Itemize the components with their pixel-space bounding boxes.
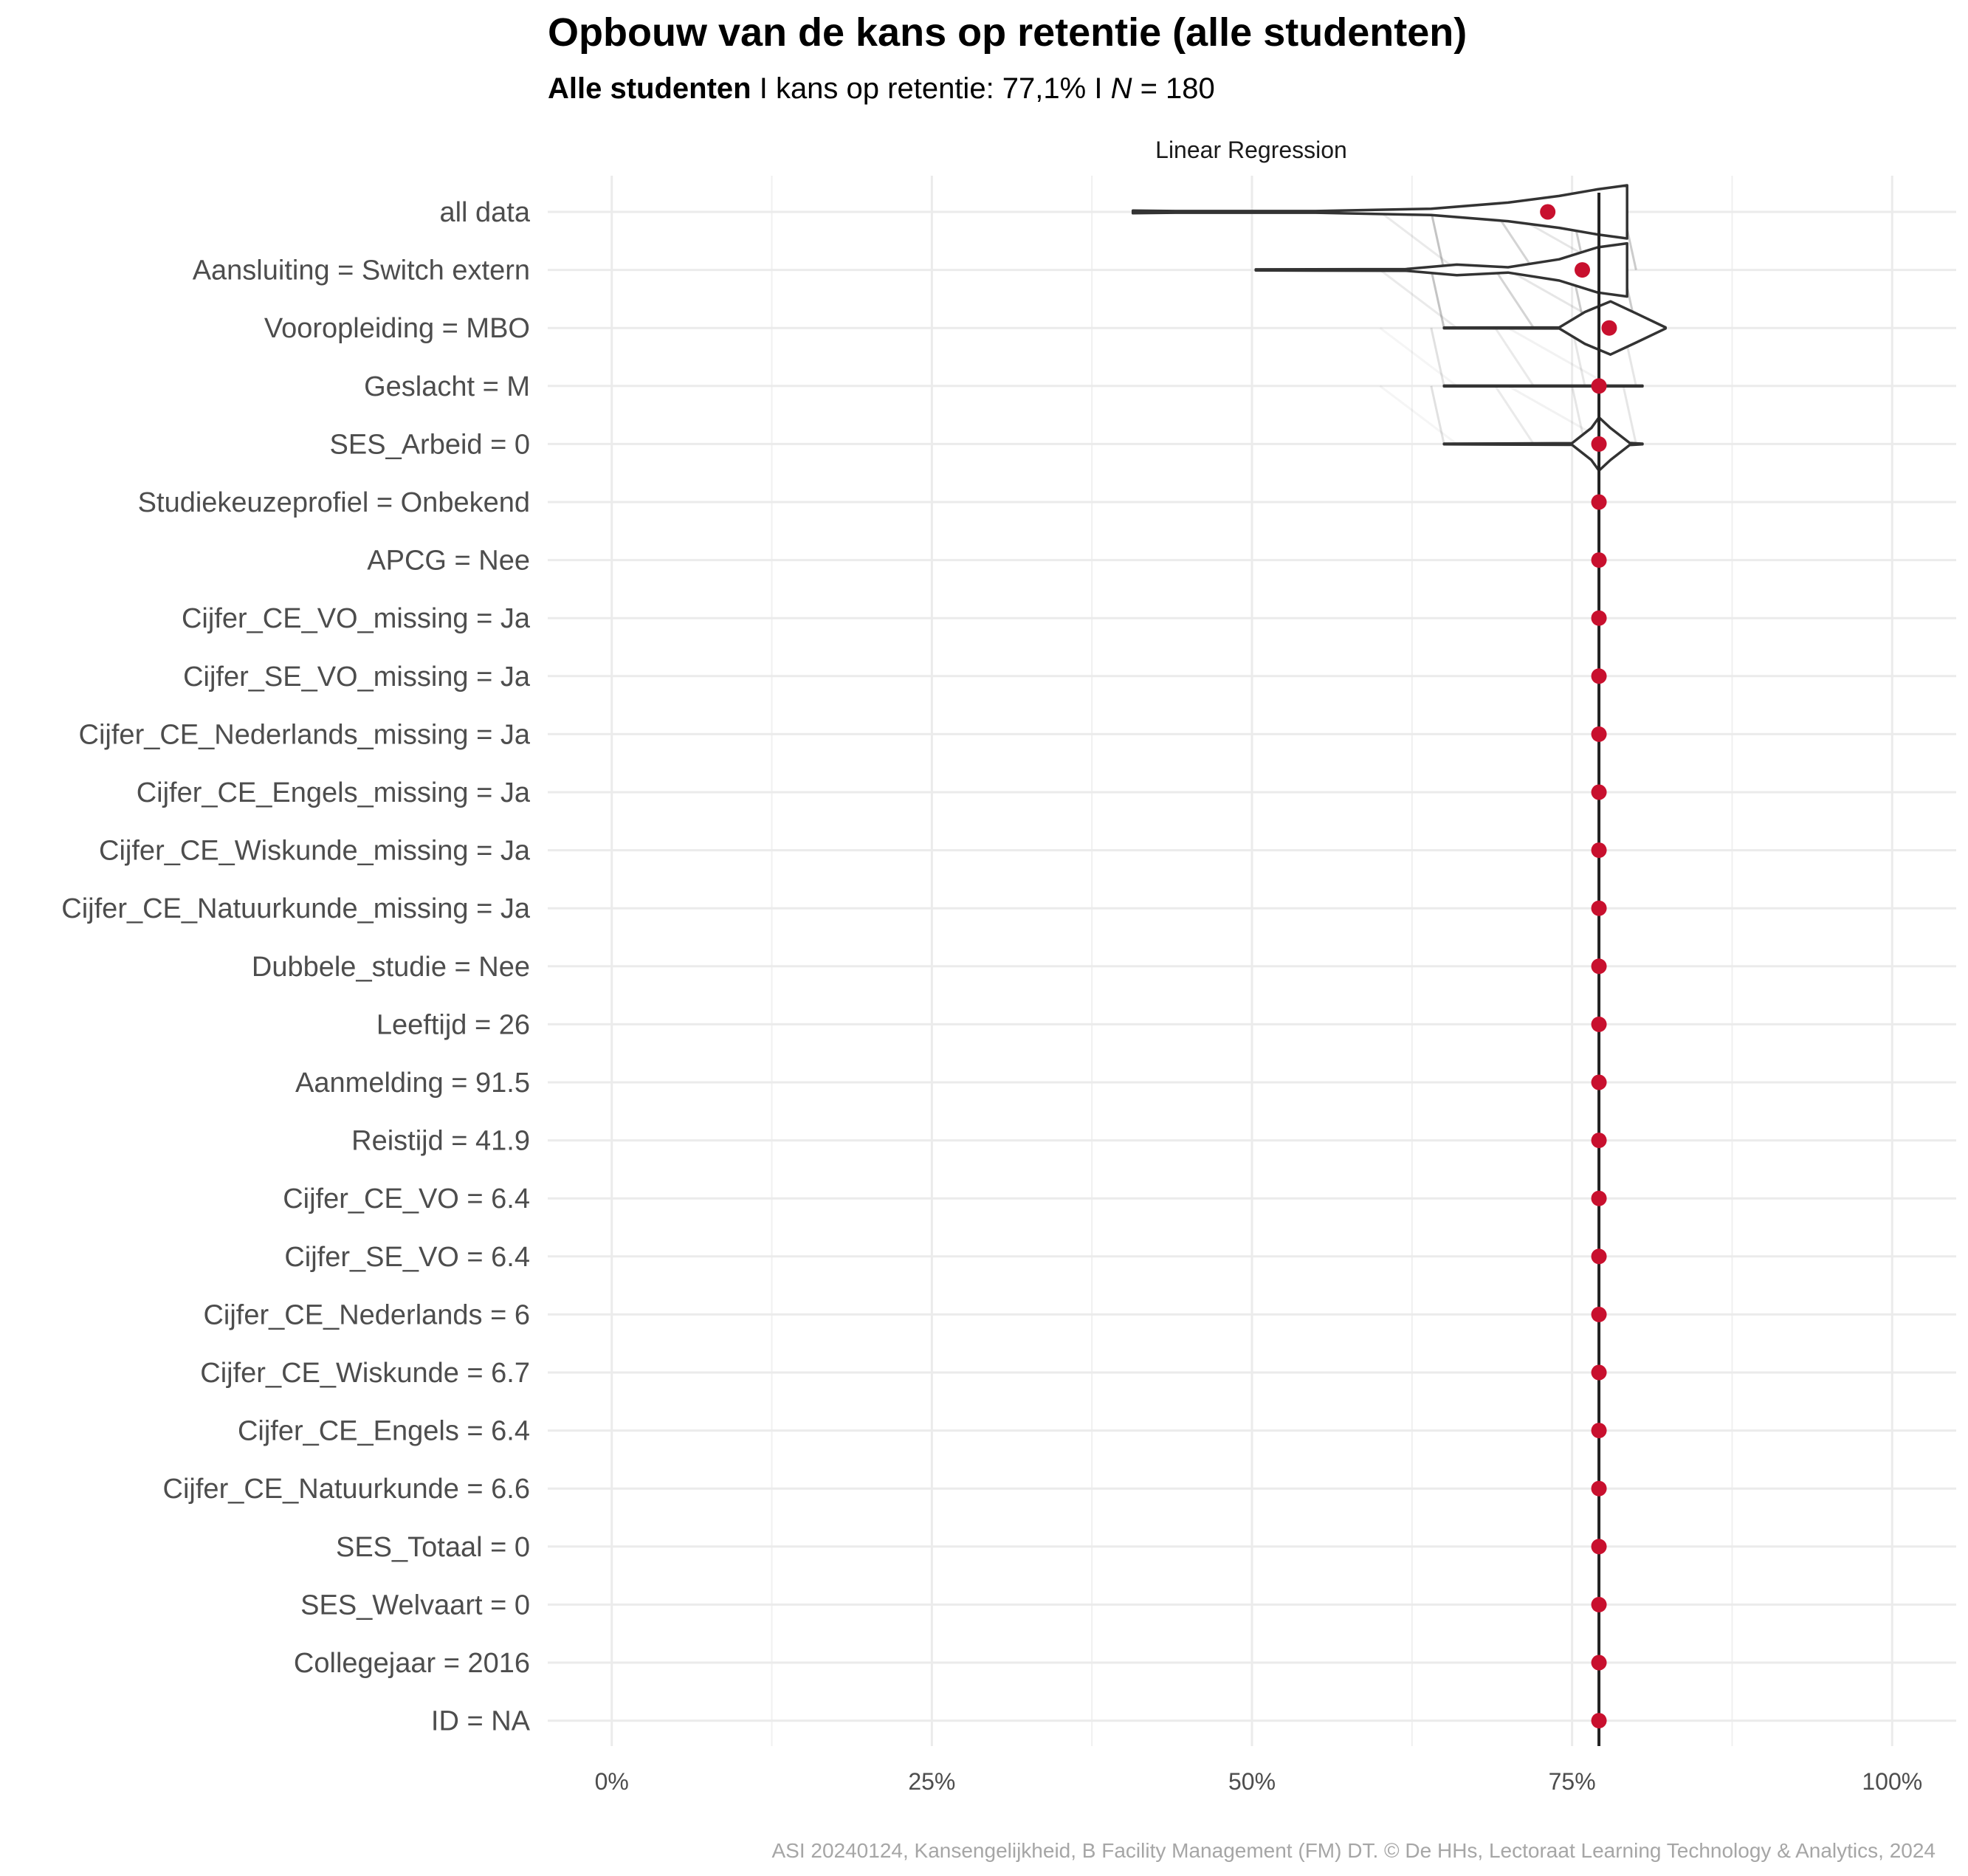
- mean-point: [1601, 320, 1617, 336]
- y-tick-label: Cijfer_CE_Nederlands_missing = Ja: [79, 719, 531, 750]
- subtitle-probability: kans op retentie: 77,1%: [776, 72, 1086, 105]
- connector-line: [1430, 211, 1445, 270]
- y-tick-label: Collegejaar = 2016: [294, 1648, 530, 1679]
- x-tick-label: 50%: [1228, 1768, 1276, 1795]
- connector-line: [1507, 326, 1611, 388]
- connector-line: [1379, 385, 1458, 445]
- y-tick-label: ID = NA: [431, 1706, 531, 1737]
- mean-point: [1591, 1364, 1607, 1381]
- connector-line: [1379, 210, 1458, 271]
- mean-point: [1540, 204, 1556, 220]
- mean-point: [1591, 378, 1607, 394]
- mean-point: [1591, 1655, 1607, 1671]
- mean-point: [1575, 262, 1591, 278]
- violin-shape: [1131, 184, 1628, 240]
- connector-line: [1622, 385, 1637, 444]
- y-tick-label: Cijfer_CE_Natuurkunde_missing = Ja: [61, 893, 531, 924]
- y-tick-label: Cijfer_CE_VO = 6.4: [283, 1183, 530, 1214]
- y-tick-label: Cijfer_CE_VO_missing = Ja: [182, 603, 531, 634]
- y-tick-label: all data: [439, 197, 530, 228]
- chart-subtitle: Alle studenten I kans op retentie: 77,1%…: [548, 72, 1215, 105]
- subtitle-separator-2: I: [1086, 72, 1110, 105]
- mean-point: [1591, 1016, 1607, 1032]
- y-axis-labels: all data Aansluiting = Switch extern Vooro…: [61, 197, 531, 1737]
- subtitle-n-value: = 180: [1132, 72, 1214, 105]
- y-tick-label: Cijfer_SE_VO_missing = Ja: [183, 662, 531, 693]
- mean-point: [1591, 1306, 1607, 1322]
- connector-line: [1494, 327, 1535, 387]
- y-tick-label: Cijfer_SE_VO = 6.4: [284, 1242, 530, 1273]
- x-tick-label: 100%: [1862, 1768, 1922, 1795]
- connector-line: [1379, 269, 1458, 329]
- mean-point: [1591, 668, 1607, 684]
- x-tick-label: 75%: [1549, 1768, 1596, 1795]
- mean-point: [1591, 1190, 1607, 1206]
- mean-point: [1591, 1133, 1607, 1149]
- mean-point: [1591, 842, 1607, 859]
- mean-point: [1591, 784, 1607, 800]
- mean-point: [1591, 1248, 1607, 1265]
- y-tick-label: Studiekeuzeprofiel = Onbekend: [138, 487, 530, 518]
- y-tick-label: Cijfer_CE_Nederlands = 6: [203, 1299, 530, 1330]
- y-tick-label: SES_Arbeid = 0: [330, 429, 530, 460]
- y-tick-label: Cijfer_CE_Natuurkunde = 6.6: [163, 1474, 530, 1505]
- mean-point: [1591, 552, 1607, 568]
- violin-shape: [1254, 241, 1628, 298]
- y-tick-label: Cijfer_CE_Engels_missing = Ja: [137, 777, 531, 808]
- mean-point: [1591, 1423, 1607, 1439]
- y-tick-label: Vooropleiding = MBO: [264, 313, 530, 344]
- y-tick-label: Dubbele_studie = Nee: [252, 952, 530, 983]
- y-tick-label: SES_Welvaart = 0: [300, 1590, 530, 1621]
- connector-line: [1379, 327, 1458, 387]
- y-tick-label: Reistijd = 41.9: [351, 1126, 530, 1157]
- y-tick-label: Leeftijd = 26: [376, 1009, 530, 1040]
- violin-layer: [1131, 184, 1668, 473]
- mean-point: [1591, 436, 1607, 452]
- subtitle-separator-1: I: [751, 72, 776, 105]
- x-tick-label: 0%: [595, 1768, 629, 1795]
- chart-caption: ASI 20240124, Kansengelijkheid, B Facili…: [771, 1839, 1936, 1862]
- mean-point: [1591, 1539, 1607, 1555]
- mean-point: [1591, 958, 1607, 975]
- violin-shape: [1442, 384, 1644, 388]
- connector-line: [1430, 269, 1445, 329]
- y-tick-label: SES_Totaal = 0: [336, 1532, 530, 1563]
- mean-point: [1591, 900, 1607, 916]
- violin-shape: [1442, 416, 1644, 473]
- mean-point: [1591, 494, 1607, 510]
- mean-point: [1591, 610, 1607, 626]
- subtitle-group: Alle studenten: [548, 72, 751, 105]
- violin-shape: [1442, 300, 1668, 356]
- mean-point: [1591, 1480, 1607, 1497]
- mean-points: [1540, 204, 1617, 1729]
- mean-point: [1591, 1713, 1607, 1729]
- mean-point: [1591, 726, 1607, 742]
- y-tick-label: Cijfer_CE_Engels = 6.4: [238, 1416, 530, 1447]
- mean-point: [1591, 1074, 1607, 1090]
- y-tick-label: Aanmelding = 91.5: [295, 1068, 530, 1099]
- y-tick-label: Cijfer_CE_Wiskunde_missing = Ja: [99, 836, 531, 867]
- x-tick-label: 25%: [908, 1768, 955, 1795]
- connector-line: [1430, 385, 1445, 444]
- subtitle-n-label: N: [1111, 72, 1132, 105]
- mean-point: [1591, 1596, 1607, 1612]
- connector-line: [1494, 269, 1535, 329]
- y-tick-label: Cijfer_CE_Wiskunde = 6.7: [200, 1358, 530, 1389]
- chart-title: Opbouw van de kans op retentie (alle stu…: [548, 10, 1467, 55]
- y-tick-label: Geslacht = M: [364, 371, 530, 402]
- y-tick-label: APCG = Nee: [367, 546, 530, 577]
- connector-line: [1494, 385, 1535, 445]
- x-axis-ticks: 0% 25% 50% 75% 100%: [595, 1768, 1923, 1795]
- facet-label: Linear Regression: [1155, 137, 1347, 163]
- grid-layer: [548, 176, 1956, 1746]
- connector-line: [1430, 327, 1445, 387]
- y-tick-label: Aansluiting = Switch extern: [193, 255, 530, 286]
